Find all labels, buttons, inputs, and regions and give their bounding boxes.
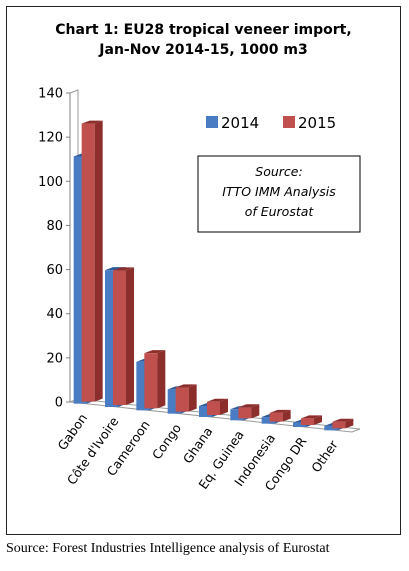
bar-2015-2-top <box>144 350 166 354</box>
x-category-label: Gabon <box>54 411 90 453</box>
x-category-label: Ghana <box>180 424 216 466</box>
bar-2014-5 <box>230 409 244 421</box>
bar-2015-5 <box>238 407 252 419</box>
bar-2015-8 <box>332 421 346 429</box>
bar-2015-6-top <box>269 409 291 413</box>
y-tick-label: 120 <box>38 131 63 146</box>
y-tick-label: 80 <box>46 219 63 234</box>
annotation-box <box>197 155 361 233</box>
bar-2015-5-top <box>238 404 260 408</box>
bar-2015-7-top <box>301 415 322 419</box>
bar-2015-4-top <box>207 398 228 402</box>
bar-2015-6-side <box>282 409 291 422</box>
y-tick-label: 0 <box>55 396 63 411</box>
chart-title-line-2: Jan-Nov 2014-15, 1000 m3 <box>99 42 308 58</box>
chart-title: Chart 1: EU28 tropical veneer import, Ja… <box>6 20 401 60</box>
bar-2014-4 <box>199 405 212 417</box>
y-tick-label: 60 <box>46 263 63 278</box>
bar-2015-1 <box>113 270 126 405</box>
bar-2015-4 <box>207 401 220 415</box>
source-note: Source: Forest Industries Intelligence a… <box>6 541 330 556</box>
bar-2015-3-top <box>175 384 197 388</box>
bar-2015-2 <box>144 353 158 409</box>
bar-2015-0-top <box>81 120 103 124</box>
bar-2015-4-side <box>220 398 228 415</box>
annotation-line-1: Source: <box>255 164 302 179</box>
chart-title-line-1: Chart 1: EU28 tropical veneer import, <box>55 22 352 38</box>
y-tick-label: 100 <box>38 175 63 190</box>
bar-2015-0-side <box>94 120 103 402</box>
y-tick-label: 20 <box>46 351 63 366</box>
chart-frame <box>6 6 401 535</box>
bar-2015-6 <box>269 412 283 422</box>
x-category-label: Other <box>308 437 341 475</box>
annotation-line-3: of Eurostat <box>245 204 315 219</box>
legend-label-2014: 2014 <box>221 114 259 132</box>
bar-2015-3 <box>175 387 189 412</box>
bar-2015-0 <box>81 123 95 402</box>
bar-2015-3-side <box>188 384 197 412</box>
bar-2015-2-side <box>157 350 166 409</box>
bar-2015-1-top <box>113 267 134 271</box>
bar-2015-1-side <box>126 267 134 405</box>
bar-2015-7 <box>301 418 314 425</box>
legend-swatch-2015 <box>283 116 295 128</box>
bar-2015-7-side <box>314 415 322 425</box>
bar-2015-8-top <box>332 418 354 422</box>
y-tick-label: 140 <box>38 87 63 102</box>
bar-2014-7 <box>293 422 306 427</box>
y-tick-label: 40 <box>46 307 63 322</box>
annotation-line-2: ITTO IMM Analysis <box>222 184 336 199</box>
x-category-label: Congo <box>149 421 184 462</box>
legend-swatch-2014 <box>206 116 218 128</box>
bar-2014-6 <box>261 417 275 424</box>
bar-2014-8 <box>324 425 338 431</box>
legend-label-2015: 2015 <box>298 114 336 132</box>
bar-2015-8-side <box>345 418 354 429</box>
bar-2015-5-side <box>251 404 260 419</box>
